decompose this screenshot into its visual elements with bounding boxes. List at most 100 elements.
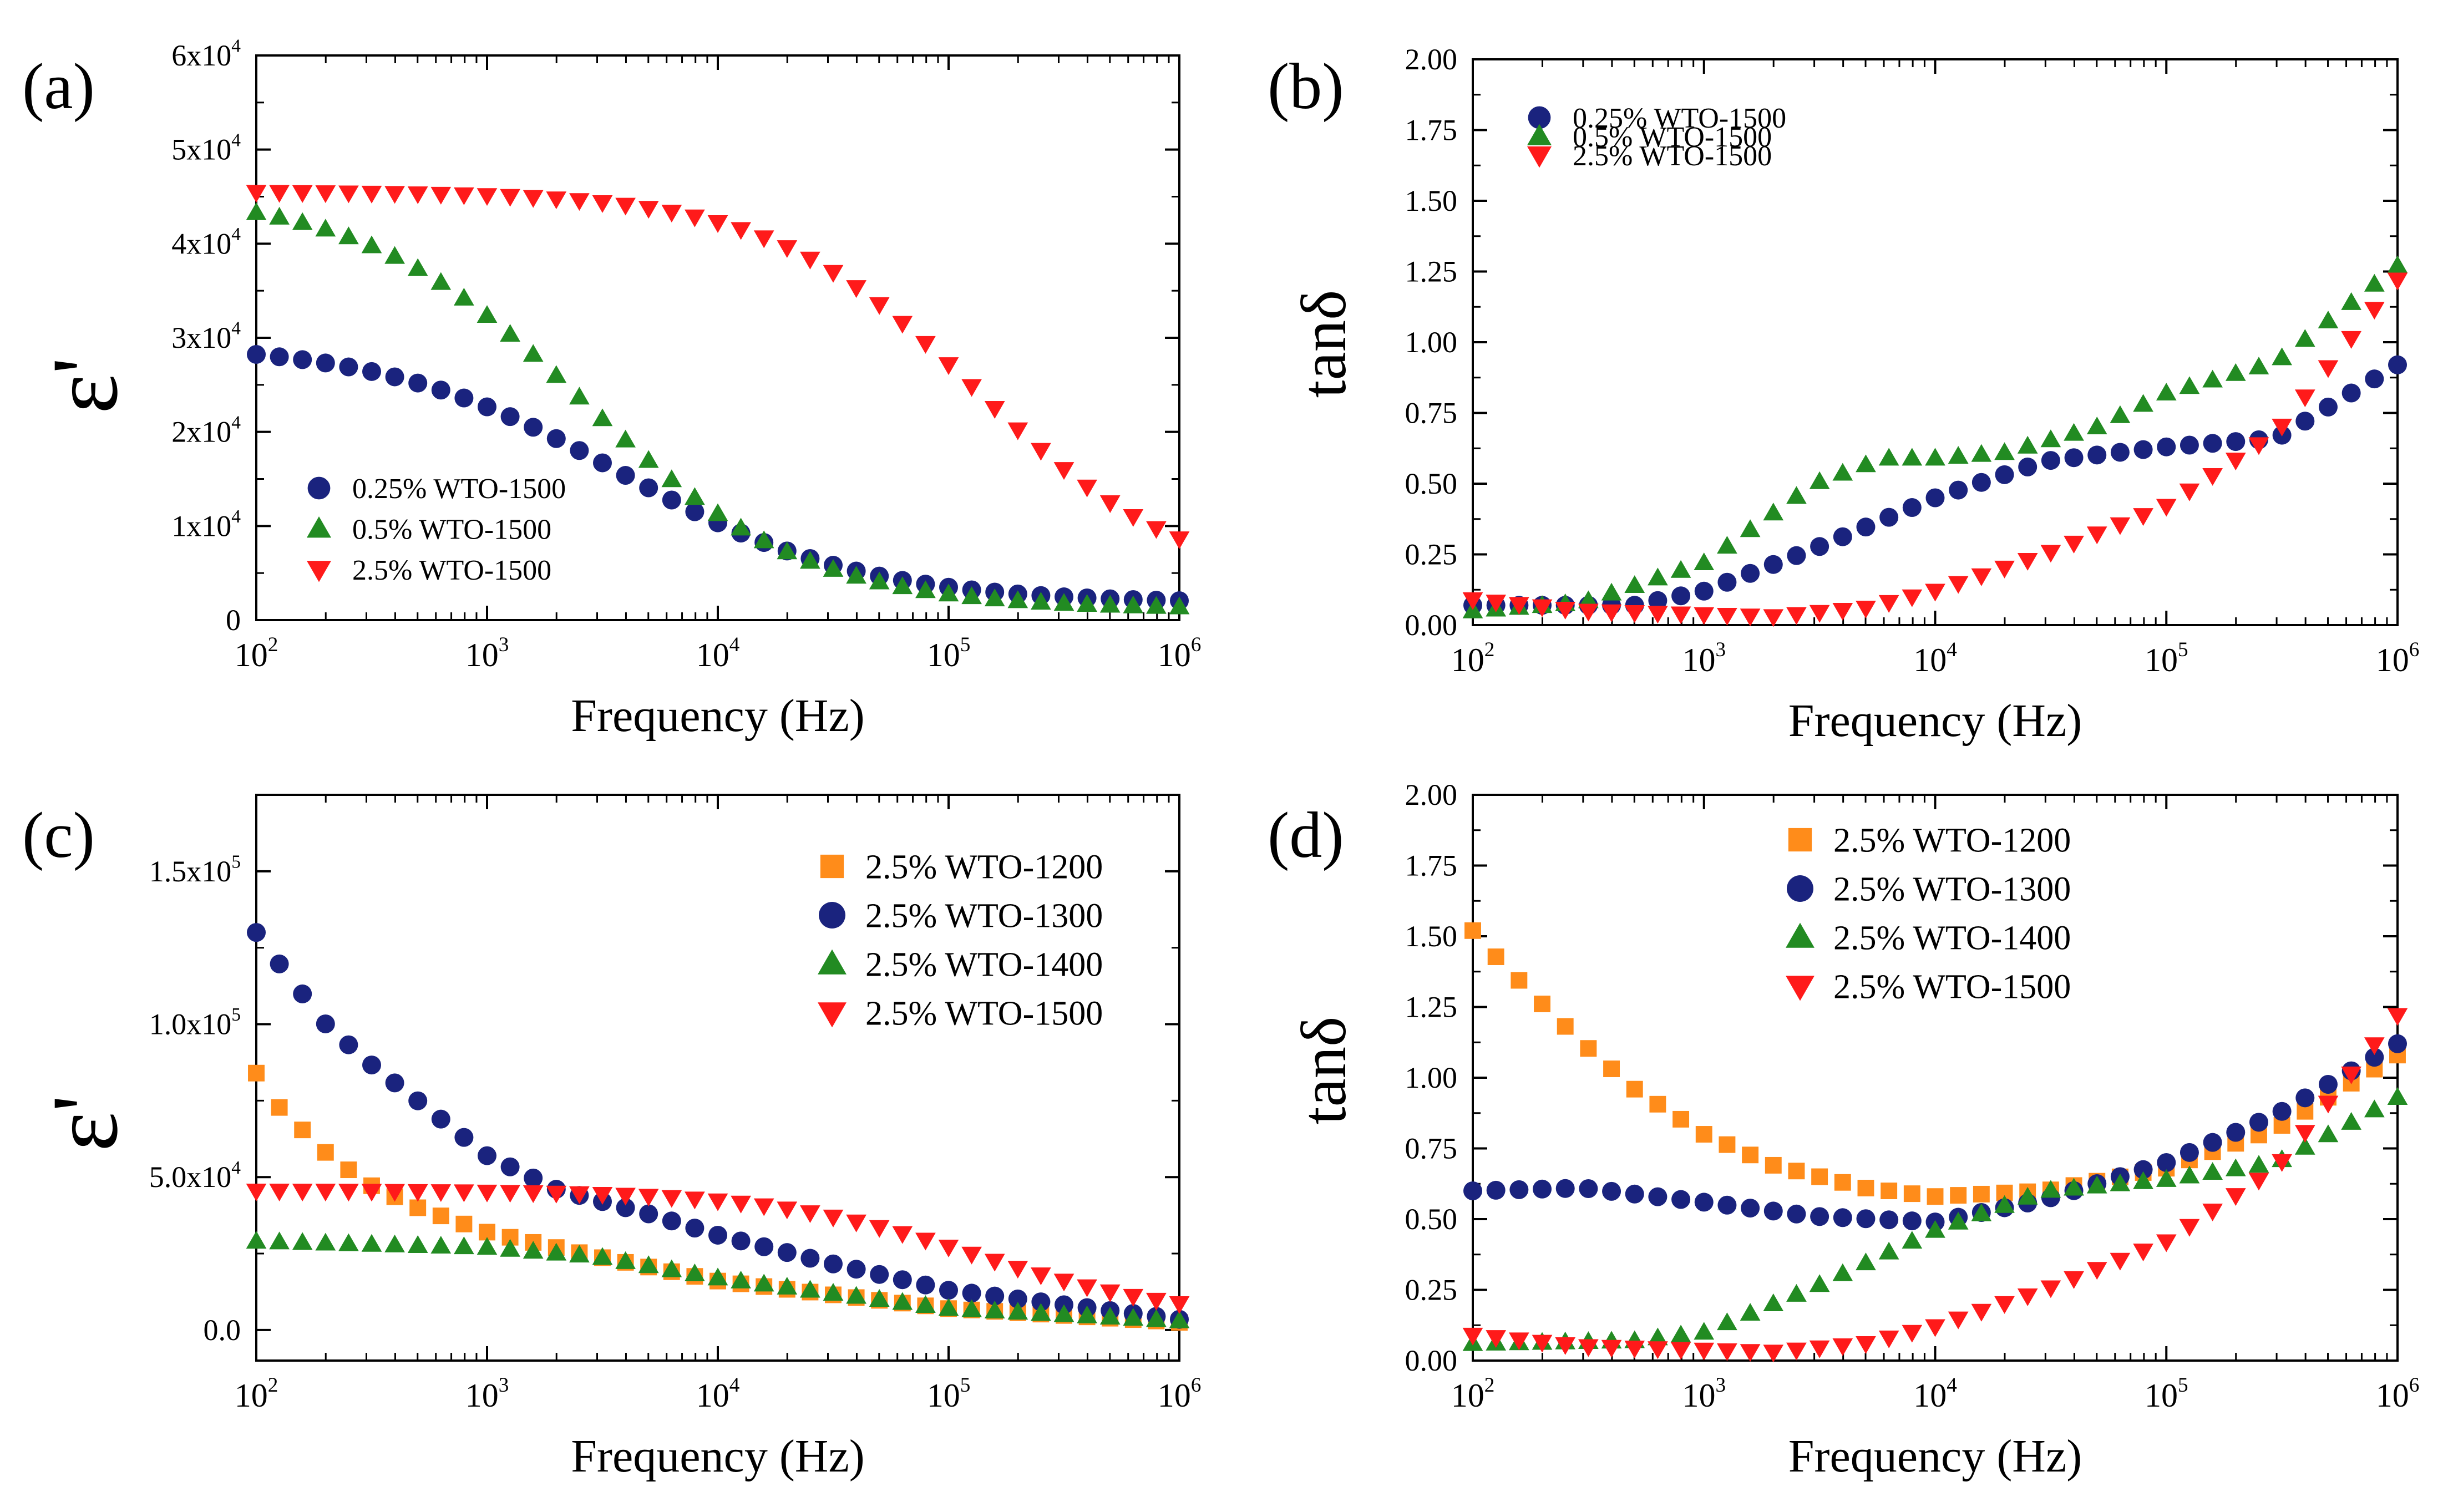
- data-point: [592, 195, 613, 213]
- panel-label: (d): [1268, 799, 1344, 871]
- data-point: [2364, 1037, 2385, 1056]
- data-point: [1902, 498, 1922, 517]
- data-point: [1486, 595, 1507, 613]
- data-point: [915, 336, 936, 354]
- legend-marker: [1786, 976, 1815, 1001]
- x-tick-label: 105: [2145, 1374, 2188, 1414]
- x-tick-label: 105: [927, 633, 971, 673]
- data-point: [915, 1295, 936, 1313]
- data-point: [1809, 471, 1830, 489]
- data-point: [1950, 1187, 1967, 1204]
- data-point: [1509, 1180, 1529, 1199]
- data-point: [1555, 601, 1576, 620]
- data-point: [1948, 1211, 1969, 1230]
- legend-label: 2.5% WTO-1500: [1833, 968, 2071, 1006]
- data-point: [270, 347, 289, 367]
- x-tick-label: 102: [235, 633, 278, 673]
- data-point: [431, 380, 450, 400]
- data-point: [2064, 1271, 2084, 1289]
- data-point: [869, 1220, 890, 1238]
- data-point: [2086, 526, 2107, 545]
- data-point: [1971, 1203, 1992, 1221]
- data-point: [1671, 586, 1691, 606]
- legend-label: 2.5% WTO-1500: [865, 995, 1103, 1033]
- data-point: [2272, 347, 2292, 366]
- data-point: [1557, 1018, 1574, 1035]
- data-point: [500, 1239, 520, 1257]
- data-point: [638, 1189, 659, 1207]
- data-point: [731, 517, 751, 536]
- data-point: [1508, 597, 1529, 615]
- legend-marker: [307, 476, 331, 500]
- data-point: [1671, 1190, 1691, 1209]
- legend-label: 2.5% WTO-1200: [865, 849, 1103, 886]
- data-point: [1948, 1311, 1969, 1330]
- legend-label: 2.5% WTO-1300: [865, 897, 1103, 935]
- data-point: [754, 1237, 774, 1256]
- data-point: [454, 388, 474, 408]
- data-point: [1809, 1274, 1830, 1292]
- data-point: [1169, 531, 1190, 550]
- data-point: [1123, 1288, 1144, 1307]
- data-point: [2202, 1162, 2223, 1180]
- data-point: [500, 407, 520, 427]
- legend-marker: [306, 561, 332, 582]
- data-point: [2156, 1234, 2177, 1252]
- x-axis-label: Frequency (Hz): [1788, 695, 2082, 747]
- data-point: [2341, 383, 2361, 403]
- legend-label: 2.5% WTO-1500: [1573, 140, 1772, 172]
- y-tick-label: 1.25: [1405, 991, 1458, 1024]
- data-point: [432, 1207, 449, 1225]
- data-point: [1717, 536, 1737, 554]
- data-point: [823, 559, 844, 577]
- data-point: [592, 408, 613, 427]
- data-point: [2133, 1160, 2153, 1179]
- data-point: [823, 265, 844, 283]
- data-point: [2133, 394, 2153, 412]
- y-tick-label: 1.75: [1405, 849, 1458, 882]
- data-point: [1625, 1184, 1644, 1204]
- data-point: [731, 1195, 751, 1214]
- data-point: [707, 1267, 728, 1286]
- y-tick-label: 0.75: [1405, 1132, 1458, 1165]
- data-point: [1169, 1296, 1190, 1314]
- data-point: [2388, 355, 2407, 374]
- y-tick-label: 0.00: [1405, 1344, 1458, 1377]
- data-point: [1487, 948, 1504, 965]
- y-axis-label: ε': [33, 357, 137, 414]
- data-point: [477, 305, 498, 323]
- data-point: [1971, 568, 1992, 586]
- data-point: [431, 1109, 450, 1129]
- y-tick-label: 1.75: [1405, 114, 1458, 147]
- data-point: [247, 344, 266, 364]
- data-point: [454, 1128, 474, 1147]
- y-tick-label: 0.25: [1405, 538, 1458, 571]
- data-point: [292, 212, 313, 230]
- data-point: [1169, 596, 1190, 615]
- data-point: [339, 357, 358, 377]
- data-point: [2110, 1173, 2131, 1191]
- data-point: [1123, 1308, 1144, 1326]
- x-tick-label: 104: [696, 1374, 740, 1414]
- data-point: [315, 219, 336, 237]
- data-point: [361, 1184, 382, 1202]
- data-point: [1925, 1220, 1945, 1238]
- data-point: [615, 197, 636, 216]
- data-point: [938, 1298, 959, 1316]
- data-point: [2341, 1112, 2362, 1130]
- data-point: [407, 1184, 428, 1202]
- data-point: [384, 186, 405, 204]
- data-point: [2179, 483, 2200, 501]
- data-point: [362, 1056, 381, 1075]
- data-point: [777, 240, 798, 258]
- data-point: [2179, 1219, 2200, 1237]
- x-tick-label: 104: [696, 633, 740, 673]
- data-point: [1601, 582, 1622, 601]
- data-point: [1579, 1179, 1598, 1199]
- data-point: [1856, 601, 1876, 618]
- legend-label: 0.5% WTO-1500: [1573, 121, 1772, 153]
- data-point: [593, 453, 612, 473]
- data-point: [753, 1273, 774, 1292]
- data-point: [1648, 1327, 1668, 1346]
- data-point: [753, 1198, 774, 1216]
